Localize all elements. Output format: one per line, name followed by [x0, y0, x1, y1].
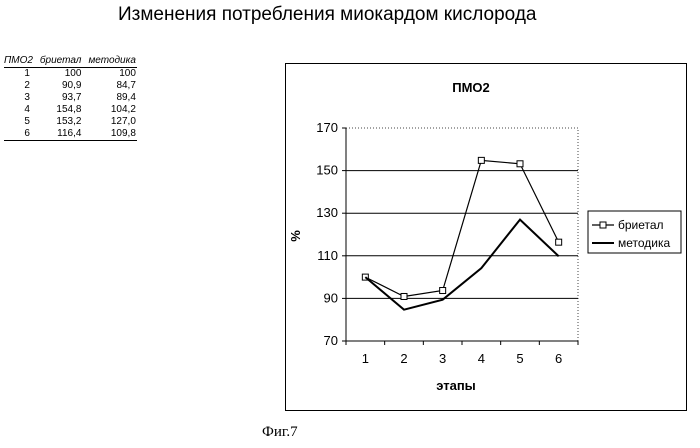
x-tick-label: 4 [478, 351, 485, 366]
table-cell: 5 [4, 116, 34, 128]
table-header-row: ПМО2 бриетал методика [4, 55, 137, 68]
data-point [556, 239, 562, 245]
table-cell: 90,9 [34, 80, 83, 92]
legend-label: бриетал [618, 218, 664, 232]
table-cell: 89,4 [82, 92, 136, 104]
x-tick-label: 1 [362, 351, 369, 366]
table-row: 5 153,2 127,0 [4, 116, 137, 128]
chart-title: ПМО2 [452, 80, 490, 95]
series-line-2 [365, 220, 558, 310]
data-table: ПМО2 бриетал методика 1 100 100 2 90,9 8… [4, 55, 137, 141]
table-cell: 100 [34, 68, 83, 81]
table-header-stage: ПМО2 [4, 55, 34, 68]
y-axis-label: % [288, 230, 303, 242]
table-cell: 153,2 [34, 116, 83, 128]
page-title: Изменения потребления миокардом кислород… [118, 4, 536, 26]
y-tick-label: 110 [317, 248, 338, 263]
table-cell: 104,2 [82, 104, 136, 116]
figure-caption: Фиг.7 [262, 424, 298, 441]
y-tick-label: 150 [316, 163, 338, 178]
y-tick-label: 130 [316, 205, 338, 220]
table-cell: 84,7 [82, 80, 136, 92]
table-cell: 154,8 [34, 104, 83, 116]
y-tick-label: 70 [324, 333, 338, 348]
legend-marker [600, 222, 606, 228]
x-tick-label: 2 [400, 351, 407, 366]
data-point [478, 157, 484, 163]
table-cell: 4 [4, 104, 34, 116]
data-point [440, 288, 446, 294]
table-header-method: методика [82, 55, 136, 68]
table-row: 4 154,8 104,2 [4, 104, 137, 116]
table-row: 6 116,4 109,8 [4, 128, 137, 141]
line-chart: ПМО2 70 90 110 130 150 170 1 2 3 4 5 6 этапы % брие… [286, 64, 686, 410]
x-axis-label: этапы [436, 378, 476, 393]
table-cell: 127,0 [82, 116, 136, 128]
table-row: 1 100 100 [4, 68, 137, 81]
table-cell: 2 [4, 80, 34, 92]
legend-label: методика [618, 236, 671, 250]
table-cell: 93,7 [34, 92, 83, 104]
data-point [401, 293, 407, 299]
table-row: 3 93,7 89,4 [4, 92, 137, 104]
table-cell: 109,8 [82, 128, 136, 141]
y-tick-label: 170 [316, 120, 338, 135]
table-cell: 116,4 [34, 128, 83, 141]
plot-area [346, 128, 578, 341]
chart-frame: ПМО2 70 90 110 130 150 170 1 2 3 4 5 6 этапы % брие… [285, 63, 687, 411]
table-cell: 1 [4, 68, 34, 81]
x-tick-label: 6 [555, 351, 562, 366]
x-tick-label: 5 [516, 351, 523, 366]
x-tick-label: 3 [439, 351, 446, 366]
table-cell: 3 [4, 92, 34, 104]
table-cell: 100 [82, 68, 136, 81]
table-row: 2 90,9 84,7 [4, 80, 137, 92]
legend: бриетал методика [588, 211, 681, 253]
table-header-brietal: бриетал [34, 55, 83, 68]
table-cell: 6 [4, 128, 34, 141]
y-tick-label: 90 [324, 290, 338, 305]
data-point [517, 161, 523, 167]
